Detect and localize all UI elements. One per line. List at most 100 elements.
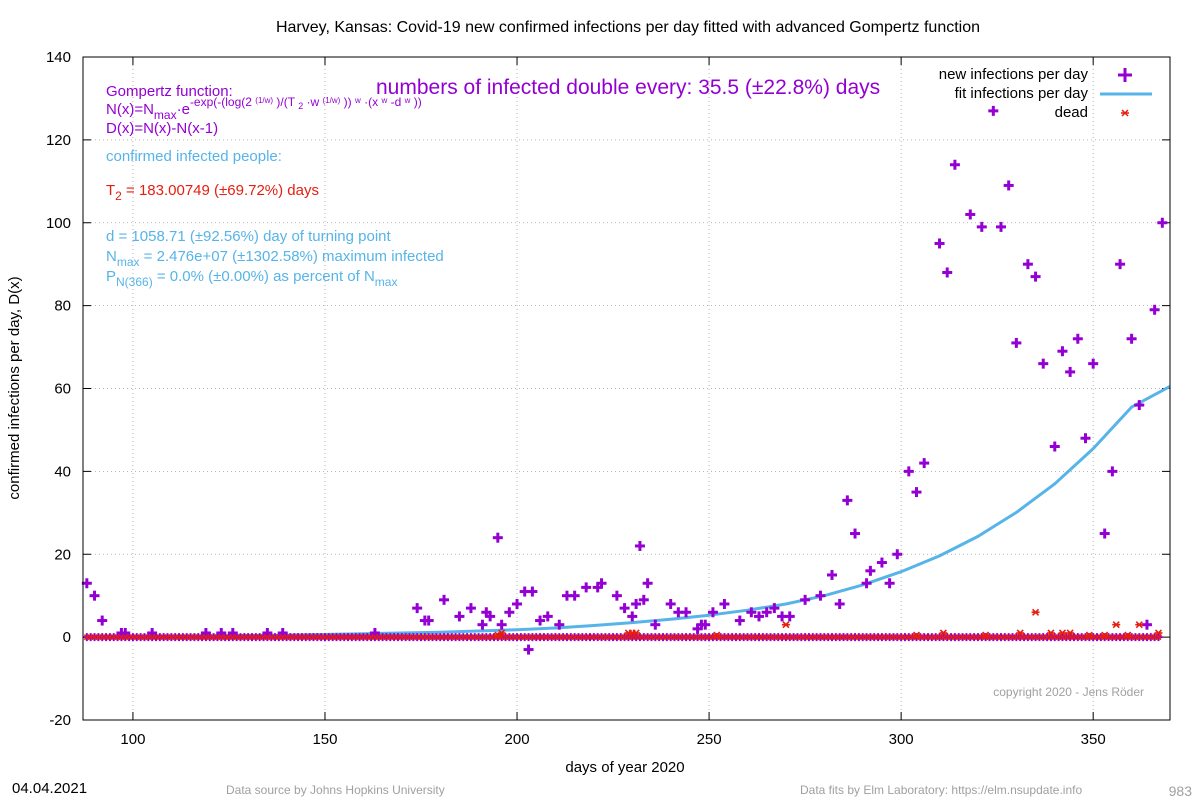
x-tick-label: 150 [312, 731, 337, 748]
infection-point [1141, 619, 1152, 630]
y-tick-label: -20 [49, 712, 71, 729]
infection-point [569, 590, 580, 601]
gompertz-formula-n: N(x)=Nmax·e-exp(-(log(2 (1/w) )/(T 2 ·w … [106, 95, 422, 122]
dead-point [1154, 629, 1163, 637]
infection-point [642, 578, 653, 589]
dead-point [912, 631, 921, 639]
infection-point [454, 611, 465, 622]
infection-point [826, 569, 837, 580]
infection-point [876, 557, 887, 568]
infection-point [423, 615, 434, 626]
infection-point [865, 565, 876, 576]
infection-point [1115, 259, 1126, 270]
infection-point [995, 221, 1006, 232]
grid [83, 57, 1170, 720]
turning-point-annotation: d = 1058.71 (±92.56%) day of turning poi… [106, 228, 392, 245]
infection-point [412, 603, 423, 614]
infection-point [542, 611, 553, 622]
x-tick-label: 350 [1081, 731, 1106, 748]
doubling-annotation: numbers of infected double every: 35.5 (… [376, 76, 880, 99]
dead-point [1112, 621, 1121, 629]
y-tick-label: 120 [46, 132, 71, 149]
infection-point [949, 159, 960, 170]
infection-point [934, 238, 945, 249]
y-tick-label: 80 [54, 298, 71, 315]
infection-point [911, 487, 922, 498]
infection-point [784, 611, 795, 622]
infection-point [596, 578, 607, 589]
dead-point [1046, 629, 1055, 637]
infection-point [842, 495, 853, 506]
infection-point [535, 615, 546, 626]
legend-label-infections: new infections per day [939, 66, 1089, 83]
infection-point [1057, 346, 1068, 357]
x-tick-label: 250 [697, 731, 722, 748]
nmax-annotation: Nmax = 2.476e+07 (±1302.58%) maximum inf… [106, 248, 444, 269]
infection-point [681, 607, 692, 618]
legend-label-dead: dead [1055, 104, 1088, 121]
infection-point [581, 582, 592, 593]
percent-annotation: PN(366) = 0.0% (±0.00%) as percent of Nm… [106, 268, 397, 289]
dead-point [1016, 629, 1025, 637]
infection-point [719, 598, 730, 609]
infection-point [619, 603, 630, 614]
infection-point [492, 532, 503, 543]
legend: new infections per day fit infections pe… [939, 66, 1152, 121]
infection-point [81, 578, 92, 589]
dead-point [1123, 631, 1132, 639]
confirmed-label: confirmed infected people: [106, 148, 282, 165]
dead-point [981, 631, 990, 639]
t2-annotation: T2 = 183.00749 (±69.72%) days [106, 182, 319, 203]
fit-curve [86, 385, 1171, 639]
infection-point [834, 598, 845, 609]
infection-point [1080, 433, 1091, 444]
infection-point [800, 594, 811, 605]
gompertz-title: Gompertz function: [106, 83, 233, 100]
plot-frame [82, 56, 1171, 721]
y-tick-label: 20 [54, 546, 71, 563]
infection-point [665, 598, 676, 609]
dead-point [1100, 631, 1109, 639]
x-tick-label: 300 [889, 731, 914, 748]
dead-point [1066, 629, 1075, 637]
infection-point [485, 611, 496, 622]
infection-point [465, 603, 476, 614]
footer-source: Data source by Johns Hopkins University [226, 783, 445, 797]
infection-point [1011, 337, 1022, 348]
infection-point [638, 594, 649, 605]
infection-point [611, 590, 622, 601]
deaths-series [83, 608, 1163, 641]
infection-point [1107, 466, 1118, 477]
infection-point [942, 267, 953, 278]
infection-point [892, 549, 903, 560]
infection-point [884, 578, 895, 589]
x-axis-ticks: 100 150 200 250 300 350 [120, 57, 1106, 748]
infection-point [988, 105, 999, 116]
infection-point [1022, 259, 1033, 270]
y-tick-label: 60 [54, 381, 71, 398]
footer-fits: Data fits by Elm Laboratory: https://elm… [800, 783, 1082, 797]
dead-point [1135, 621, 1144, 629]
infection-point [700, 619, 711, 630]
gompertz-formula-d: D(x)=N(x)-N(x-1) [106, 120, 218, 137]
copyright: copyright 2020 - Jens Röder [993, 685, 1144, 699]
infection-point [527, 586, 538, 597]
fit-series [86, 385, 1171, 639]
x-tick-label: 100 [120, 731, 145, 748]
infection-point [861, 578, 872, 589]
infection-point [650, 619, 661, 630]
infection-point [1099, 528, 1110, 539]
dead-point [497, 629, 506, 637]
dead-point [712, 631, 721, 639]
y-axis-label: confirmed infections per day, D(x) [6, 276, 23, 499]
infection-point [97, 615, 108, 626]
y-tick-label: 100 [46, 215, 71, 232]
infection-point [1157, 217, 1168, 228]
infection-point [850, 528, 861, 539]
chart-title: Harvey, Kansas: Covid-19 new confirmed i… [276, 19, 980, 36]
infection-point [707, 607, 718, 618]
dead-point [1085, 631, 1094, 639]
infection-point [512, 598, 523, 609]
dead-point [1031, 608, 1040, 616]
